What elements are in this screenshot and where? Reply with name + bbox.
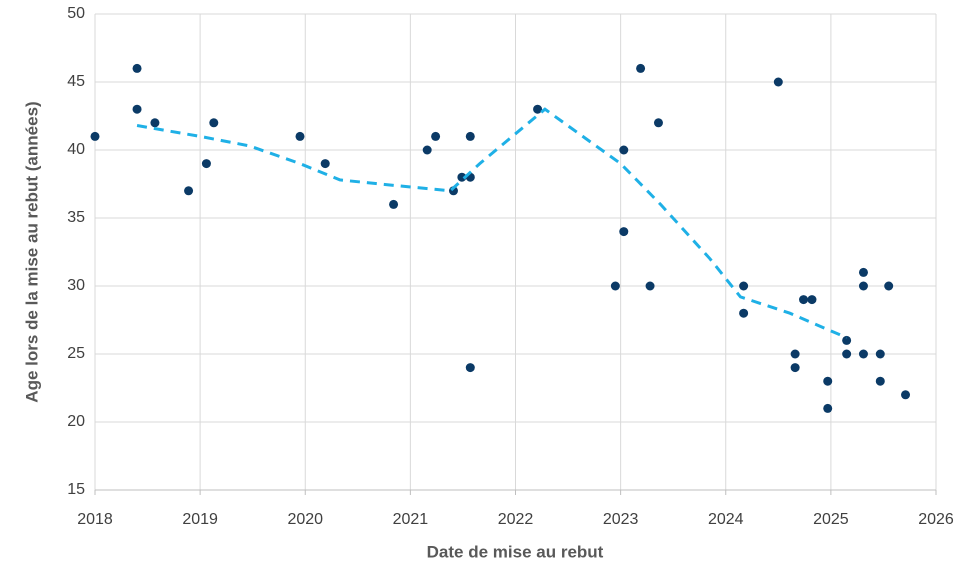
y-tick-label: 40 — [67, 141, 85, 158]
point — [610, 281, 620, 291]
point — [807, 295, 817, 305]
y-tick-label: 20 — [67, 413, 85, 430]
point — [422, 145, 432, 155]
x-axis-title: Date de mise au rebut — [427, 542, 604, 561]
point — [295, 131, 305, 141]
point — [858, 281, 868, 291]
point — [875, 376, 885, 386]
y-tick-label: 15 — [67, 481, 85, 498]
x-tick-label: 2022 — [498, 511, 534, 528]
point — [184, 186, 194, 196]
x-tick-label: 2021 — [393, 511, 429, 528]
point — [875, 349, 885, 359]
y-tick-label: 25 — [67, 345, 85, 362]
point — [389, 199, 399, 209]
point — [823, 403, 833, 413]
x-tick-label: 2018 — [77, 511, 113, 528]
point — [132, 63, 142, 73]
point — [431, 131, 441, 141]
point — [884, 281, 894, 291]
point — [739, 281, 749, 291]
trend-line — [136, 107, 848, 340]
point — [619, 145, 629, 155]
point — [457, 172, 467, 182]
point — [533, 104, 543, 114]
x-tick-label: 2025 — [813, 511, 849, 528]
point — [842, 335, 852, 345]
point — [858, 349, 868, 359]
point — [320, 159, 330, 169]
point — [739, 308, 749, 318]
y-axis-title: Age lors de la mise au rebut (années) — [22, 101, 41, 402]
point — [201, 159, 211, 169]
point — [209, 118, 219, 128]
y-tick-label: 50 — [67, 5, 85, 22]
point — [645, 281, 655, 291]
point — [150, 118, 160, 128]
point — [619, 227, 629, 237]
x-tick-label: 2024 — [708, 511, 744, 528]
point — [773, 77, 783, 87]
point — [842, 349, 852, 359]
point — [465, 131, 475, 141]
point — [653, 118, 663, 128]
x-tick-label: 2019 — [182, 511, 218, 528]
x-tick-label: 2020 — [287, 511, 323, 528]
point — [799, 295, 809, 305]
point — [901, 390, 911, 400]
y-tick-label: 45 — [67, 73, 85, 90]
point — [465, 363, 475, 373]
point — [636, 63, 646, 73]
point — [790, 363, 800, 373]
x-tick-label: 2026 — [918, 511, 954, 528]
point — [790, 349, 800, 359]
y-tick-label: 30 — [67, 277, 85, 294]
point — [90, 131, 100, 141]
point — [823, 376, 833, 386]
x-tick-label: 2023 — [603, 511, 639, 528]
y-tick-label: 35 — [67, 209, 85, 226]
point — [858, 267, 868, 277]
point — [132, 104, 142, 114]
